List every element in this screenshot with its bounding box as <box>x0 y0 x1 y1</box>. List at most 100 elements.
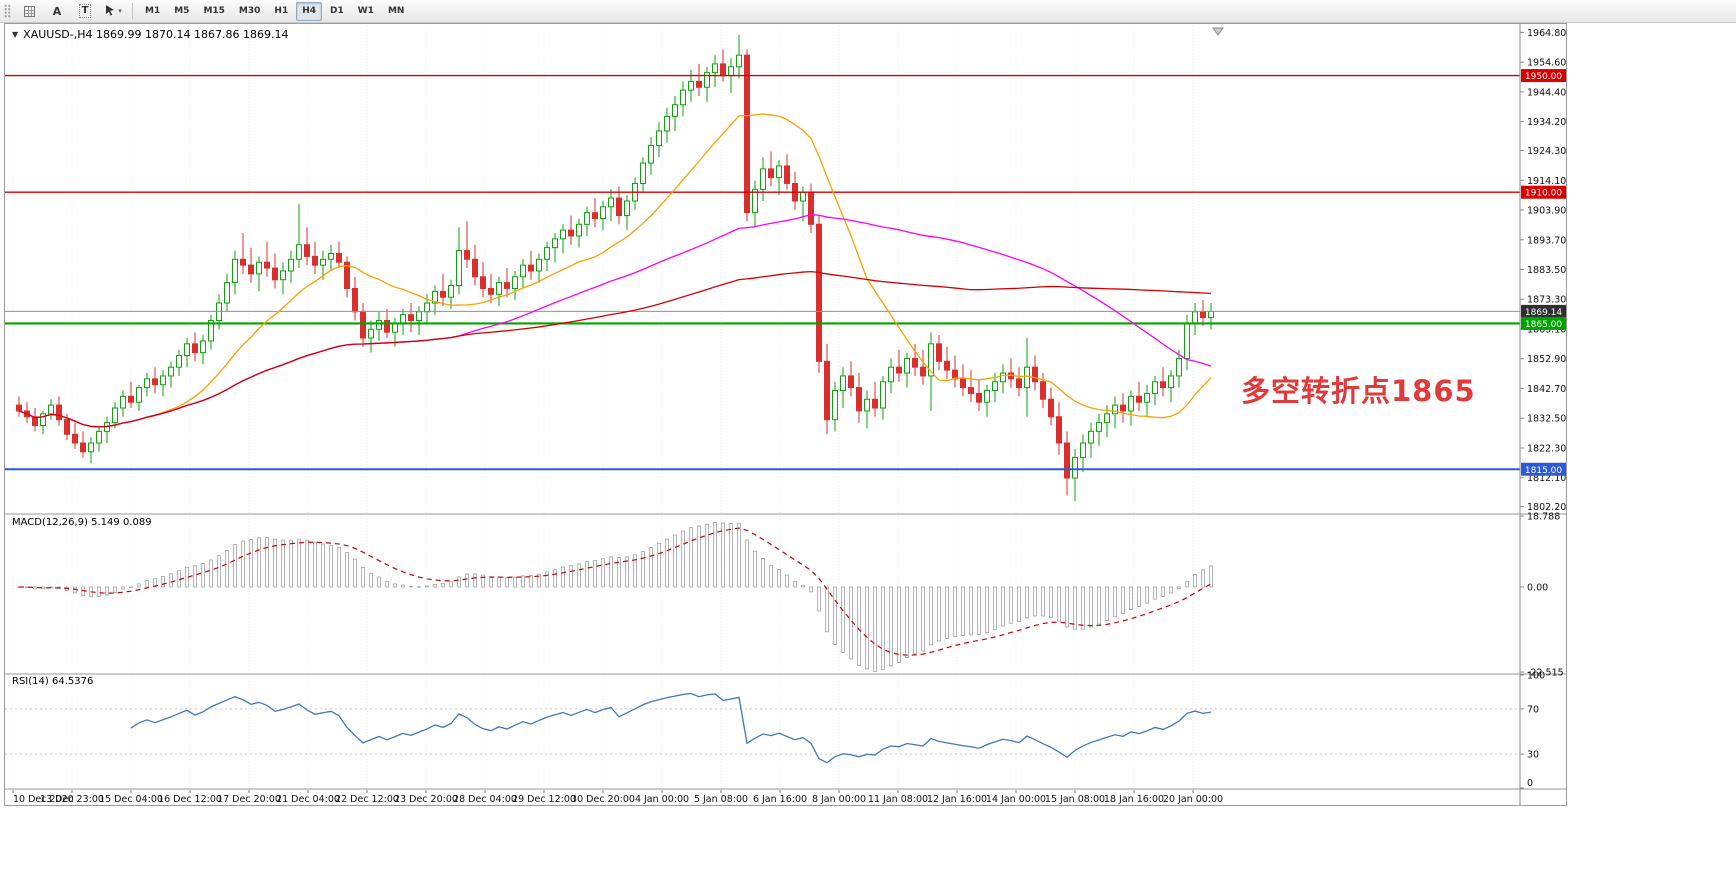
macd-bar <box>993 586 997 631</box>
candle-body <box>112 407 118 424</box>
macd-bar <box>465 573 469 588</box>
ma-line <box>18 270 1212 428</box>
macd-bar <box>153 578 157 588</box>
macd-panel[interactable]: 18.788 0.00 -22.515 <box>17 512 1564 679</box>
macd-bar <box>873 586 877 672</box>
macd-bar <box>945 586 949 639</box>
macd-bar <box>1025 586 1029 619</box>
timeframe-button-m15[interactable]: M15 <box>203 6 225 16</box>
candle-body <box>176 355 182 368</box>
candle-body <box>16 404 22 412</box>
rsi-line <box>130 692 1212 764</box>
svg-text:1815.00: 1815.00 <box>1525 466 1562 476</box>
timeframe-button-d1[interactable]: D1 <box>330 6 344 16</box>
macd-bar <box>201 563 205 588</box>
candle-body <box>248 264 254 275</box>
macd-bar <box>489 576 493 588</box>
macd-bar <box>713 522 717 588</box>
candle-body <box>1032 366 1038 383</box>
candle-body <box>672 104 678 117</box>
toolbar-drag-handle[interactable] <box>4 4 11 18</box>
candle-body <box>408 314 414 322</box>
macd-bar <box>257 537 261 588</box>
candle-body <box>600 206 606 219</box>
timeframe-button-mn[interactable]: MN <box>387 6 405 16</box>
chart-canvas[interactable]: 18.7880.00-22.515100703001964.801954.601… <box>5 24 1566 805</box>
candle-body <box>752 188 758 214</box>
timeframe-button-w1[interactable]: W1 <box>357 6 374 16</box>
text-label-button[interactable]: A <box>44 1 70 21</box>
price-axis[interactable]: 1964.80 1954.60 1944.40 1934.20 1924.30 1914.… <box>1519 24 1566 805</box>
rsi-axis-label: 0 <box>1527 778 1533 789</box>
candle-body <box>952 369 958 380</box>
candle-body <box>464 250 470 260</box>
candle-body <box>240 258 246 266</box>
candle-body <box>616 197 622 217</box>
macd-bar <box>817 586 821 612</box>
rsi-panel[interactable]: 100 70 30 0 <box>5 671 1545 790</box>
candle-body <box>960 378 966 389</box>
chart-shift-marker[interactable] <box>1212 27 1224 36</box>
time-axis-label: 6 Jan 16:00 <box>753 794 807 805</box>
macd-bar <box>561 566 565 588</box>
collapse-arrow-icon[interactable]: ▼ <box>12 30 19 39</box>
macd-bar <box>1001 586 1005 627</box>
candle-body <box>264 261 270 269</box>
candle-body <box>920 366 926 377</box>
rsi-name: RSI(14) <box>12 676 49 687</box>
price-axis-label: 1914.10 <box>1527 176 1566 187</box>
macd-bar <box>209 559 213 588</box>
price-plot[interactable] <box>5 27 1520 502</box>
macd-bar <box>449 581 453 588</box>
text-tool-button[interactable]: T <box>72 1 98 21</box>
price-tag-1950.00 <box>1521 69 1566 83</box>
shapes-dropdown-button[interactable]: ▾ <box>100 1 126 21</box>
grid-tool-button[interactable] <box>16 1 42 21</box>
time-axis-label: 23 Dec 20:00 <box>394 794 458 805</box>
macd-bar <box>425 585 429 588</box>
macd-bar <box>1177 586 1181 589</box>
candle-body <box>1040 381 1046 400</box>
time-axis-label: 21 Dec 04:00 <box>276 794 340 805</box>
candle-body <box>1056 416 1062 444</box>
candle-body <box>880 381 886 409</box>
candle-body <box>592 212 598 219</box>
macd-bar <box>1073 586 1077 630</box>
price-tag-1910.00 <box>1521 185 1566 199</box>
macd-bar <box>137 583 141 588</box>
candle-body <box>1072 457 1078 479</box>
macd-bar <box>1057 586 1061 622</box>
candle-body <box>208 320 214 342</box>
macd-bar <box>145 580 149 588</box>
macd-bar <box>385 580 389 588</box>
macd-bar <box>657 542 661 588</box>
time-axis-label: 18 Jan 16:00 <box>1104 794 1164 805</box>
macd-axis-label: 18.788 <box>1527 512 1560 523</box>
macd-bar <box>649 547 653 588</box>
candle-body <box>256 261 262 275</box>
price-axis-label: 1893.70 <box>1527 235 1566 246</box>
macd-bar <box>721 522 725 588</box>
macd-bar <box>1041 586 1045 617</box>
candle-body <box>1152 381 1158 394</box>
time-axis-label: 4 Jan 00:00 <box>635 794 689 805</box>
time-axis-label: 20 Jan 00:00 <box>1163 794 1223 805</box>
macd-bar <box>609 556 613 588</box>
timeframe-button-m5[interactable]: M5 <box>174 6 190 16</box>
candle-body <box>232 258 238 284</box>
timeframe-button-h1[interactable]: H1 <box>274 6 289 16</box>
macd-bar <box>593 560 597 588</box>
macd-bar <box>233 544 237 588</box>
macd-bar <box>129 586 133 588</box>
macd-values: 5.149 0.089 <box>91 517 152 528</box>
timeframe-button-m30[interactable]: M30 <box>238 6 261 16</box>
candle-body <box>1112 404 1118 415</box>
svg-text:1950.00: 1950.00 <box>1525 72 1562 82</box>
macd-bar <box>681 530 685 588</box>
macd-bar <box>1153 586 1157 600</box>
timeframe-button-h4[interactable]: H4 <box>296 1 322 21</box>
timeframe-button-m1[interactable]: M1 <box>145 6 161 16</box>
text-tool-icon: T <box>78 4 92 18</box>
macd-bar <box>809 586 813 593</box>
